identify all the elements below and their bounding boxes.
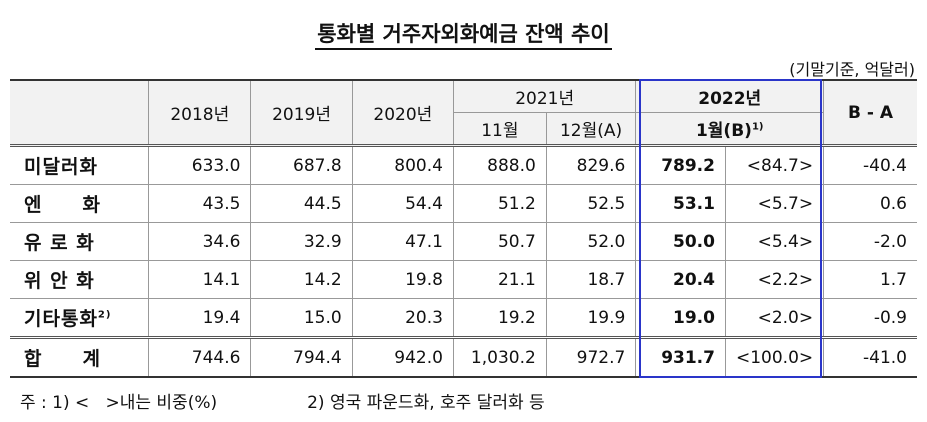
footnotes: 주 : 1) < >내는 비중(%) 2) 영국 파운드화, 호주 달러화 등 (20, 388, 545, 413)
cell: 0.6 (823, 184, 917, 223)
cell: 14.2 (250, 260, 353, 299)
cell: 44.5 (250, 184, 353, 223)
row: 유 로 화 34.6 32.9 47.1 50.7 52.0 50.0 <5.4> -2.0 (10, 222, 917, 261)
cell: 19.2 (452, 298, 547, 338)
cell: 15.0 (250, 298, 353, 338)
year-header: 2019년 (250, 79, 353, 146)
month-header: 1월(B)1) (635, 112, 824, 146)
cell: 53.1 (635, 184, 726, 223)
title-text: 통화별 거주자외화예금 잔액 추이 (315, 22, 612, 50)
cell: <5.4> (724, 222, 825, 261)
cell: 829.6 (545, 144, 637, 185)
cell: 789.2 (635, 144, 726, 185)
label-text: 위 안 화 (24, 270, 95, 292)
row-label: 미달러화 (10, 144, 150, 185)
cell: 54.4 (351, 184, 454, 223)
cell: -40.4 (823, 144, 917, 185)
cell: 50.0 (635, 222, 726, 261)
cell: <100.0> (724, 336, 825, 378)
cell: 972.7 (545, 336, 637, 378)
row-label: 위 안 화 (10, 260, 150, 299)
cell: 942.0 (351, 336, 454, 378)
table: 2018년 2019년 2020년 2021년 2022년 B - A 11월 … (10, 79, 917, 378)
cell: 32.9 (250, 222, 353, 261)
label-text: 유 로 화 (24, 232, 95, 254)
title: 통화별 거주자외화예금 잔액 추이 (0, 18, 927, 50)
note-mark: 2) (97, 309, 112, 321)
label-text: 기타통화 (24, 308, 98, 330)
row-label: 기타통화2) (10, 298, 150, 338)
month-text: 1월(B) (695, 121, 752, 141)
cell: 34.6 (148, 222, 252, 261)
unit: (기말기준, 억달러) (789, 60, 915, 79)
cell: -0.9 (823, 298, 917, 338)
cell: 931.7 (635, 336, 726, 378)
label-text: 미달러화 (24, 156, 98, 178)
row: 엔 화 43.5 44.5 54.4 51.2 52.5 53.1 <5.7> 0.6 (10, 184, 917, 223)
row: 합 계 744.6 794.4 942.0 1,030.2 972.7 931.7 <100.… (10, 336, 917, 378)
year-header: 2022년 (635, 79, 825, 113)
year-header: 2018년 (148, 79, 252, 146)
cell: <2.2> (724, 260, 825, 299)
cell: 1,030.2 (452, 336, 547, 378)
month-header: 12월(A) (545, 112, 637, 146)
row-label: 유 로 화 (10, 222, 150, 261)
cell: 47.1 (351, 222, 454, 261)
cell: <5.7> (724, 184, 825, 223)
cell: 52.5 (545, 184, 637, 223)
row: 미달러화 633.0 687.8 800.4 888.0 829.6 789.2 <84.7>… (10, 144, 917, 185)
cell: 43.5 (148, 184, 252, 223)
cell: 633.0 (148, 144, 252, 185)
cell: 20.3 (351, 298, 454, 338)
label-text: 합 계 (24, 348, 101, 370)
cell: 19.8 (351, 260, 454, 299)
row: 위 안 화 14.1 14.2 19.8 21.1 18.7 20.4 <2.2> 1.7 (10, 260, 917, 299)
cell: 744.6 (148, 336, 252, 378)
year-header: 2020년 (351, 79, 454, 146)
cell: -41.0 (823, 336, 917, 378)
cell: 888.0 (452, 144, 547, 185)
cell: 19.4 (148, 298, 252, 338)
cell: 794.4 (250, 336, 353, 378)
cell: 687.8 (250, 144, 353, 185)
note-mark: 1) (751, 121, 764, 133)
cell: 19.0 (635, 298, 726, 338)
footnote: 주 : 1) < >내는 비중(%) (20, 393, 218, 413)
cell: 1.7 (823, 260, 917, 299)
month-header: 11월 (453, 112, 547, 146)
cell: 14.1 (148, 260, 252, 299)
cell: 800.4 (351, 144, 454, 185)
cell: 21.1 (452, 260, 547, 299)
cell: 18.7 (545, 260, 637, 299)
row: 기타통화2) 19.4 15.0 20.3 19.2 19.9 19.0 <2.0> -0.9 (10, 298, 917, 338)
cell: 19.9 (545, 298, 637, 338)
cell: <84.7> (724, 144, 825, 185)
cell: -2.0 (823, 222, 917, 261)
corner (10, 79, 150, 146)
diff-header: B - A (823, 79, 917, 146)
label-text: 엔 화 (24, 194, 101, 216)
footnote: 2) 영국 파운드화, 호주 달러화 등 (307, 393, 545, 413)
year-header: 2021년 (452, 79, 637, 113)
row-label: 엔 화 (10, 184, 150, 223)
cell: <2.0> (724, 298, 825, 338)
row-label: 합 계 (10, 336, 150, 378)
cell: 51.2 (452, 184, 547, 223)
cell: 50.7 (452, 222, 547, 261)
cell: 52.0 (545, 222, 637, 261)
cell: 20.4 (635, 260, 726, 299)
